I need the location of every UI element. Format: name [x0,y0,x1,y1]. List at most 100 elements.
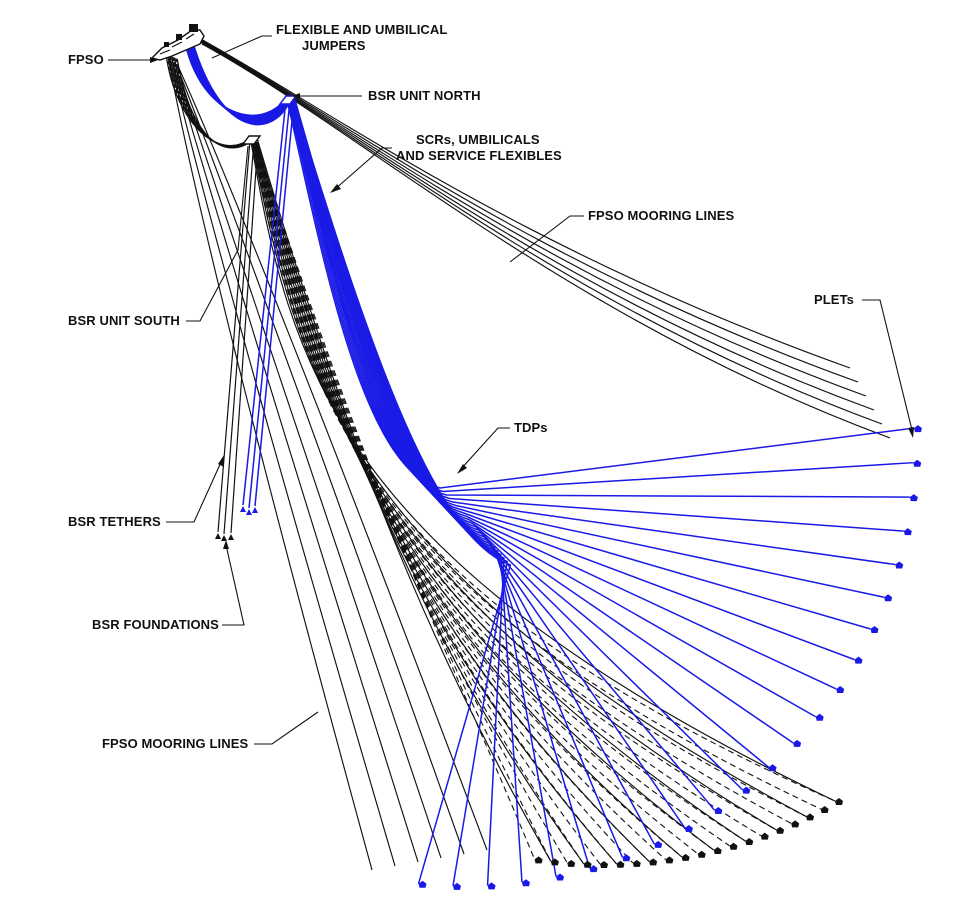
bsr-tether [248,99,291,509]
scr-risers-group [286,99,915,886]
plets-label: PLETs [814,292,854,307]
plet-blue [453,882,462,890]
plet-blue [768,764,777,772]
scr-riser [292,99,512,884]
service-flexible [252,142,836,802]
mooring-upper-label: FPSO MOORING LINES [588,208,734,223]
bsr-north-leader-arrow [292,93,300,99]
plet-blue [870,626,879,634]
jumper-black [168,55,250,147]
bsr-foundations-leader-arrow [223,540,229,549]
plet-blue [556,873,565,881]
fpso-leader-arrow [150,57,158,63]
plet-black [760,832,769,840]
mooring-line-lower [169,57,396,867]
plet-black [632,859,641,867]
plet-black [550,858,559,866]
mooring-lower-leader [254,711,319,745]
bsr-foundations-leader [222,544,245,626]
plet-blue [815,713,824,721]
scrs-leader [333,147,392,191]
fpso-label: FPSO [68,52,104,67]
service-flexible [253,142,666,860]
bsr-tethers-group [217,99,295,535]
plets-leader [862,299,913,431]
bsr-south-leader [186,145,249,322]
plet-blue [589,865,598,873]
bsr-south-riser [252,141,746,842]
tdps-leader-arrow [457,464,467,474]
bsr-tethers-label: BSR TETHERS [68,514,161,529]
plet-black [791,820,800,828]
mooring-line-upper [195,37,867,397]
plet-black [729,842,738,850]
bsr-south-riser [257,141,552,862]
jumper-black [169,55,251,147]
plet-black [776,826,785,834]
bsr-foundation [240,506,246,512]
plets-black-group [534,798,843,868]
plet-blue [714,806,723,814]
service-flexible [255,142,617,865]
plet-blue [903,528,912,536]
jumper-blue [192,42,292,126]
scrs-leader-arrow [330,184,341,193]
plet-blue [684,825,693,833]
bsr-foundation [221,535,227,541]
bsr-tethers-leader [166,459,223,523]
plet-blue [793,739,802,747]
scr-riser [291,99,904,532]
bsr-tethers-leader-arrow [218,455,224,467]
plet-blue [836,685,845,693]
tdps-leader [459,427,510,471]
plet-black [681,853,690,861]
plet-black [665,856,674,864]
scrs-label-line1: SCRs, UMBILICALS [416,132,540,147]
mooring-line-upper [201,43,891,439]
bsr-south-riser [256,141,617,865]
plet-blue [742,786,751,794]
plet-black [806,813,815,821]
bsr-foundation [228,534,234,540]
bsr-foundation [246,509,252,515]
mooring-upper-leader [509,215,584,263]
fpso-mooring-lines-upper-group [191,33,891,439]
bsr-tether [254,99,295,507]
bsr-foundations-label: BSR FOUNDATIONS [92,617,219,632]
jumper-black [173,57,252,148]
mooring-line-upper [191,33,851,369]
plet-blue [487,882,496,890]
plet-black [835,798,843,806]
plet-black [713,847,722,855]
service-flexible [254,142,715,851]
jumpers-label-line1: FLEXIBLE AND UMBILICAL [276,22,447,37]
mooring-line-upper [197,39,875,411]
service-flexible [254,142,792,824]
plet-black [583,860,592,868]
plet-blue [622,854,631,862]
flexible-jumpers-group [165,37,292,149]
plet-blue [895,561,904,569]
mooring-line-lower [171,59,419,863]
bsr-south-riser [250,141,836,802]
bsr-foundation [252,507,258,513]
plet-black [534,856,543,864]
plet-black [649,858,658,866]
plets-leader-arrow [908,427,914,438]
bsr-tether [242,99,287,506]
scrs-label-line2: AND SERVICE FLEXIBLES [396,148,562,163]
mooring-line-upper [199,41,883,425]
scr-riser [294,99,591,869]
plet-black [567,859,576,867]
plet-blue [654,840,663,848]
scr-riser [292,99,624,858]
jumpers-label-line2: JUMPERS [302,38,366,53]
service-flexible [255,142,777,831]
bsr-south-riser [254,141,682,858]
bsr-south-riser [253,141,715,851]
bsr-foundation [215,533,221,539]
plet-blue [884,594,893,602]
plet-black [616,860,625,868]
plets-blue-group [418,425,922,890]
